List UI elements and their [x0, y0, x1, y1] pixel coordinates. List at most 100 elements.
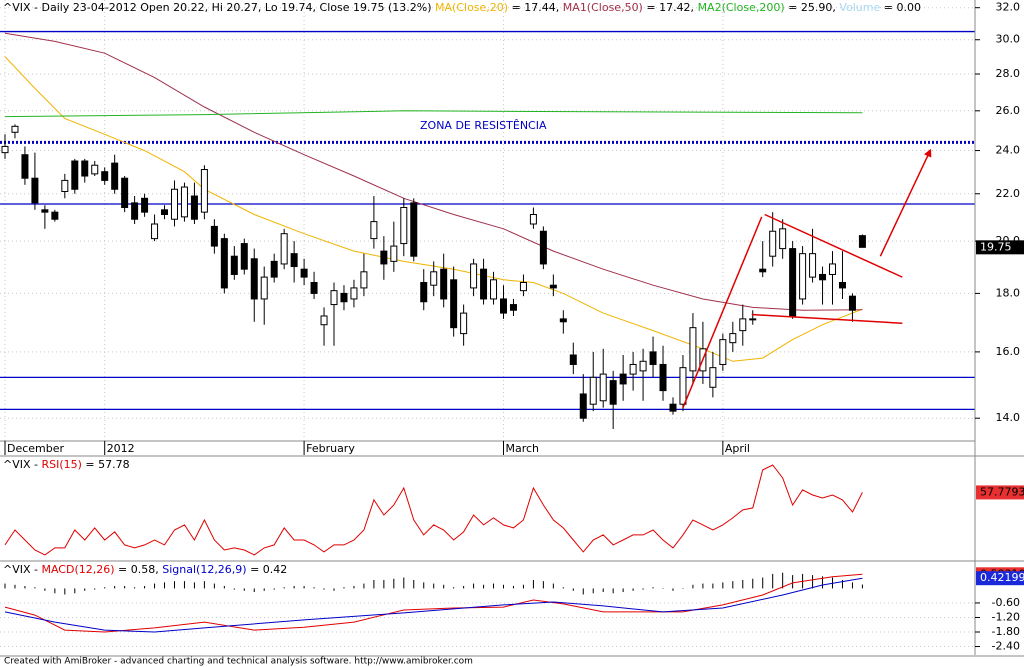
histogram-bar: [851, 582, 853, 589]
candle-body: [709, 367, 717, 388]
histogram-bar: [283, 587, 285, 589]
candle-body: [330, 290, 338, 306]
value-label: 19.75: [980, 240, 1012, 253]
candle-body: [829, 263, 837, 275]
x-tick-label: March: [506, 442, 540, 455]
candle-body: [609, 380, 617, 405]
candle-body: [519, 281, 527, 292]
candle-body: [310, 281, 318, 294]
candle-body: [809, 253, 817, 278]
y-tick-label: 32.0: [996, 1, 1021, 14]
value-label: 0.421996: [980, 571, 1024, 584]
candle-body: [569, 354, 577, 365]
legend-entry: = 17.44,: [508, 1, 563, 14]
candle-body: [729, 333, 737, 344]
histogram-bar: [453, 587, 455, 589]
histogram-bar: [522, 584, 524, 589]
candle-body: [360, 271, 368, 289]
candle-body: [689, 327, 697, 372]
candle-body: [529, 214, 537, 225]
histogram-bar: [173, 581, 175, 589]
candle-body: [649, 351, 657, 365]
candle-body: [400, 206, 408, 245]
histogram-bar: [393, 578, 395, 589]
candle-body: [460, 312, 468, 335]
candle-body: [619, 373, 627, 385]
trend-line: [682, 216, 763, 408]
histogram-bar: [782, 572, 784, 589]
candle-body: [11, 125, 19, 133]
candle-body: [739, 318, 747, 332]
candle-body: [250, 258, 258, 300]
y-tick-label: 28.0: [996, 67, 1021, 80]
histogram-bar: [692, 584, 694, 589]
histogram-bar: [84, 588, 86, 591]
histogram-bar: [512, 586, 514, 589]
candle-body: [320, 315, 328, 326]
candle-body: [559, 318, 567, 323]
candle-body: [41, 209, 49, 213]
histogram-bar: [841, 579, 843, 589]
y-tick-label: 14.0: [996, 411, 1021, 424]
candle-body: [819, 273, 827, 281]
histogram-bar: [443, 584, 445, 589]
legend-entry: Volume: [839, 1, 880, 14]
histogram-bar: [353, 586, 355, 589]
histogram-bar: [233, 588, 235, 590]
candle-body: [470, 263, 478, 289]
candle-body: [300, 268, 308, 278]
candle-body: [161, 209, 169, 216]
legend-entry: MA2(Close,200): [698, 1, 785, 14]
histogram-bar: [124, 586, 126, 589]
candle-body: [509, 304, 517, 311]
candle-body: [719, 339, 727, 365]
candle-body: [61, 179, 69, 193]
candle-body: [490, 279, 498, 300]
histogram-bar: [483, 584, 485, 589]
value-label: 57.7793: [980, 485, 1024, 498]
candle-body: [290, 253, 298, 268]
histogram-bar: [712, 583, 714, 589]
candle-body: [270, 260, 278, 278]
candle-body: [390, 245, 398, 262]
candle-body: [659, 363, 667, 392]
y-tick-label: 24.0: [996, 144, 1021, 157]
candle-body: [21, 154, 29, 179]
histogram-bar: [662, 588, 664, 589]
histogram-bar: [263, 588, 265, 591]
histogram-bar: [94, 588, 96, 590]
histogram-bar: [403, 577, 405, 589]
legend-entry: = 17.42,: [643, 1, 698, 14]
trend-line: [751, 313, 903, 325]
value-label-box: [976, 485, 1024, 500]
histogram-bar: [4, 583, 6, 589]
candle-body: [170, 188, 178, 220]
candle-body: [440, 268, 448, 300]
histogram-bar: [433, 583, 435, 589]
histogram-bar: [592, 588, 594, 594]
histogram-bar: [303, 586, 305, 589]
candle-body: [579, 393, 587, 419]
trend-line: [879, 148, 932, 257]
candle-body: [340, 292, 348, 303]
legend-entry: = 0.58,: [115, 563, 163, 576]
histogram-bar: [463, 586, 465, 589]
candle-body: [101, 171, 109, 181]
legend-entry: = 0.42: [247, 563, 288, 576]
candle-body: [639, 360, 647, 372]
legend: ^VIX - RSI(15) = 57.78: [3, 458, 130, 471]
candle-body: [539, 230, 547, 265]
candle-body: [180, 186, 188, 218]
histogram-bar: [602, 588, 604, 593]
histogram-bar: [243, 588, 245, 591]
legend-entry: ^VIX -: [3, 563, 41, 576]
y-tick-label: 18.0: [996, 286, 1021, 299]
candle-body: [210, 225, 218, 247]
trend-line: [764, 213, 903, 278]
candle-body: [589, 376, 597, 405]
candle-body: [51, 211, 59, 220]
histogram-bar: [193, 582, 195, 589]
histogram-bar: [762, 577, 764, 589]
candle-body: [549, 284, 557, 289]
